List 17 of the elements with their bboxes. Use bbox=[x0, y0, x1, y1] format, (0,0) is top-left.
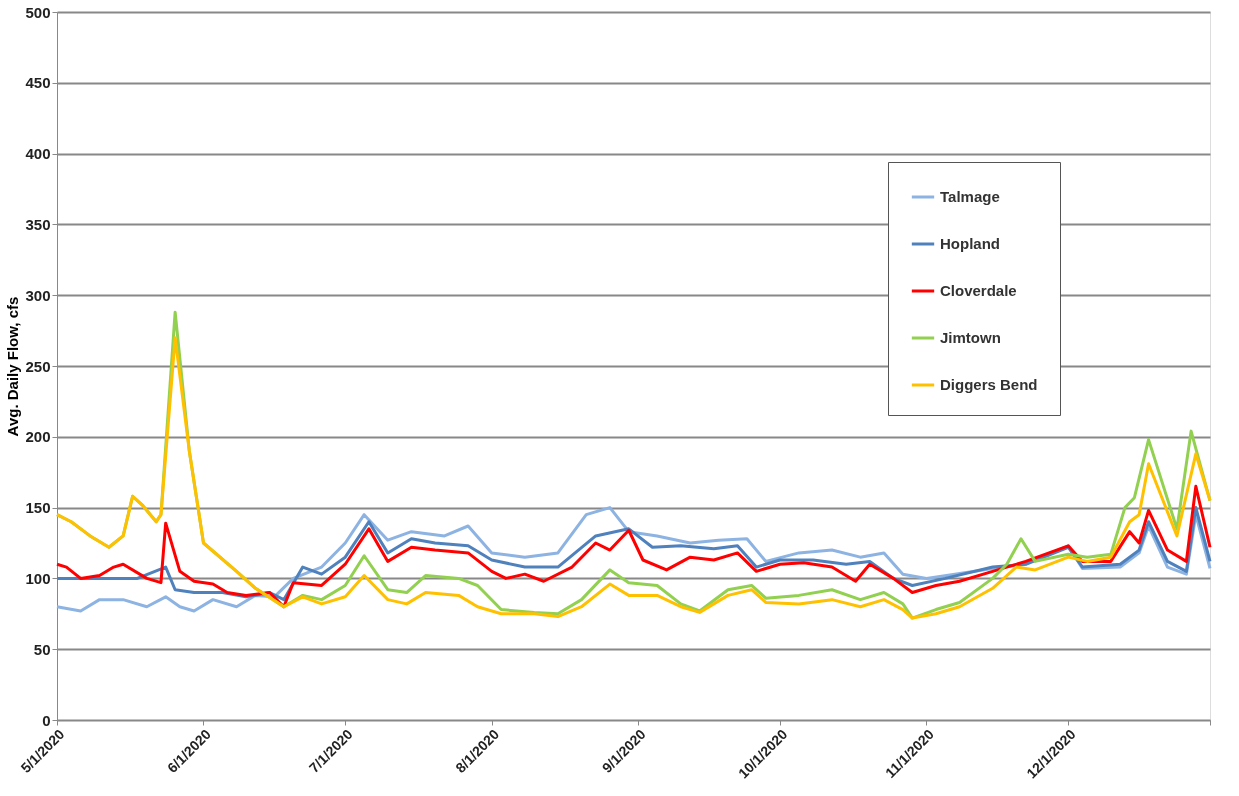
y-tick-label: 0 bbox=[42, 711, 51, 729]
legend-label: Hopland bbox=[940, 235, 1000, 252]
y-tick-label: 450 bbox=[25, 74, 51, 92]
y-axis-title: Avg. Daily Flow, cfs bbox=[4, 296, 22, 437]
legend-label: Cloverdale bbox=[940, 282, 1017, 299]
y-tick-label: 50 bbox=[33, 640, 51, 658]
y-tick-label: 250 bbox=[25, 357, 51, 375]
y-tick-label: 150 bbox=[25, 499, 51, 517]
y-tick-label: 300 bbox=[25, 286, 51, 304]
legend-label: Talmage bbox=[940, 188, 1000, 205]
y-tick-label: 350 bbox=[25, 215, 51, 233]
y-tick-label: 500 bbox=[25, 3, 51, 21]
y-tick-label: 200 bbox=[25, 428, 51, 446]
y-tick-label: 400 bbox=[25, 145, 51, 163]
legend-label: Jimtown bbox=[940, 329, 1001, 346]
y-tick-label: 100 bbox=[25, 569, 51, 587]
legend-label: Diggers Bend bbox=[940, 376, 1038, 393]
